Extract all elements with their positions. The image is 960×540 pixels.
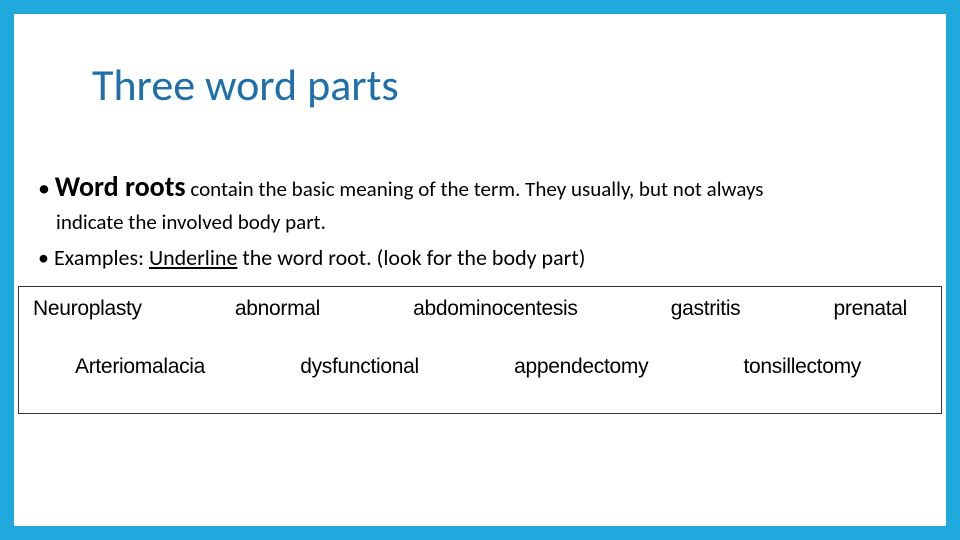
term: prenatal [834,297,908,321]
bullet-rest-line2: indicate the involved body part. [38,208,922,236]
table-row: Neuroplasty abnormal abdominocentesis ga… [19,297,941,321]
term: abdominocentesis [413,297,577,321]
bullet-word-roots: • Word roots contain the basic meaning o… [38,168,922,236]
term: dysfunctional [300,355,419,379]
term: Neuroplasty [33,297,142,321]
slide-frame: Three word parts • Word roots contain th… [0,0,960,540]
examples-suffix: the word root. (look for the body part) [237,244,585,271]
slide-title: Three word parts [92,58,399,112]
term: appendectomy [514,355,648,379]
term: Arteriomalacia [75,355,205,379]
bullet-examples: • Examples: Underline the word root. (lo… [38,244,922,271]
table-row: Arteriomalacia dysfunctional appendectom… [19,355,941,379]
bullet-dot: • [38,174,50,203]
bullet-dot: • [38,244,49,271]
term: abnormal [235,297,320,321]
examples-underlined: Underline [149,244,237,271]
bullet-rest-line1: contain the basic meaning of the term. T… [190,176,763,202]
term: gastritis [671,297,741,321]
word-table: Neuroplasty abnormal abdominocentesis ga… [18,286,942,414]
term: tonsillectomy [743,355,860,379]
bullet-strong: Word roots [55,169,186,204]
examples-prefix: Examples: [49,244,149,271]
